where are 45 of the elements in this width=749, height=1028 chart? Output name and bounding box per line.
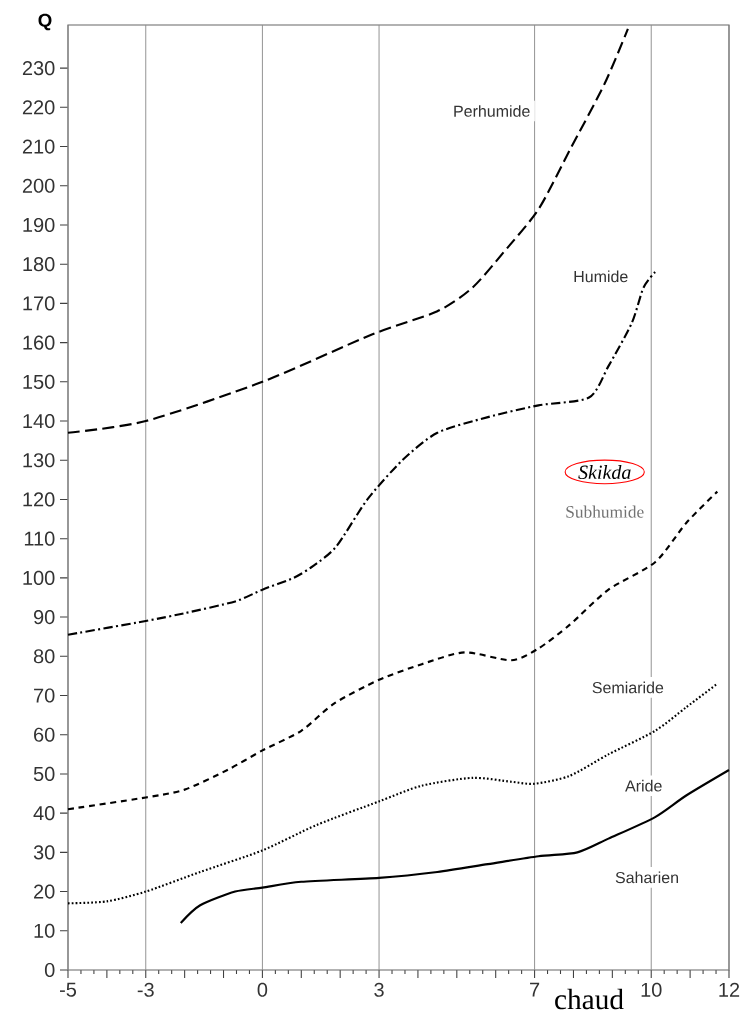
annotation: Aride xyxy=(625,779,662,792)
y-tick-label: 50 xyxy=(33,766,55,782)
y-tick-label: 20 xyxy=(34,884,55,899)
x-tick-label: 10 xyxy=(641,982,662,997)
y-tick-label: 190 xyxy=(23,217,55,233)
y-tick-label: 110 xyxy=(24,531,55,546)
line-series xyxy=(179,768,731,924)
x-tick-label: -3 xyxy=(137,982,154,997)
annotation: Skikda xyxy=(578,464,631,480)
x-tick-label: 12 xyxy=(719,982,740,997)
y-tick-label: 70 xyxy=(34,688,55,703)
y-tick-label: 30 xyxy=(33,845,55,860)
y-tick-label: 130 xyxy=(23,453,55,468)
y-tick-label: 180 xyxy=(23,257,55,272)
annotation: Saharien xyxy=(615,871,679,884)
y-tick-label: 60 xyxy=(34,727,55,742)
y-tick-label: 170 xyxy=(23,296,55,311)
annotation: Semiaride xyxy=(592,681,664,694)
y-tick-label: 230 xyxy=(22,61,55,76)
line-series xyxy=(66,270,657,636)
x-axis-title: chaud xyxy=(555,988,624,1010)
x-tick-label: -5 xyxy=(59,982,77,997)
y-tick-label: 120 xyxy=(23,492,55,507)
line-series xyxy=(66,490,719,811)
y-tick-label: 100 xyxy=(23,570,55,585)
x-tick-label: 0 xyxy=(257,982,268,997)
y-tick-label: 10 xyxy=(34,923,55,938)
x-tick-label: 7 xyxy=(530,982,540,997)
y-tick-label: 90 xyxy=(33,610,55,625)
y-tick-label: 80 xyxy=(33,649,55,664)
y-tick-label: 140 xyxy=(23,413,55,429)
x-tick-label: 3 xyxy=(374,982,384,997)
y-axis-title: Q xyxy=(38,13,52,31)
y-tick-label: 160 xyxy=(23,335,55,350)
y-tick-label: 40 xyxy=(33,806,55,821)
y-tick-label: 0 xyxy=(44,962,55,978)
y-tick-label: 220 xyxy=(22,100,55,115)
annotation: Subhumide xyxy=(566,505,644,518)
y-tick-label: 210 xyxy=(22,139,55,154)
line-series xyxy=(66,27,629,434)
y-tick-label: 200 xyxy=(22,178,55,193)
line-series xyxy=(66,682,719,905)
y-tick-label: 150 xyxy=(23,374,55,389)
annotation: Humide xyxy=(574,270,628,283)
annotation: Perhumide xyxy=(454,105,530,117)
